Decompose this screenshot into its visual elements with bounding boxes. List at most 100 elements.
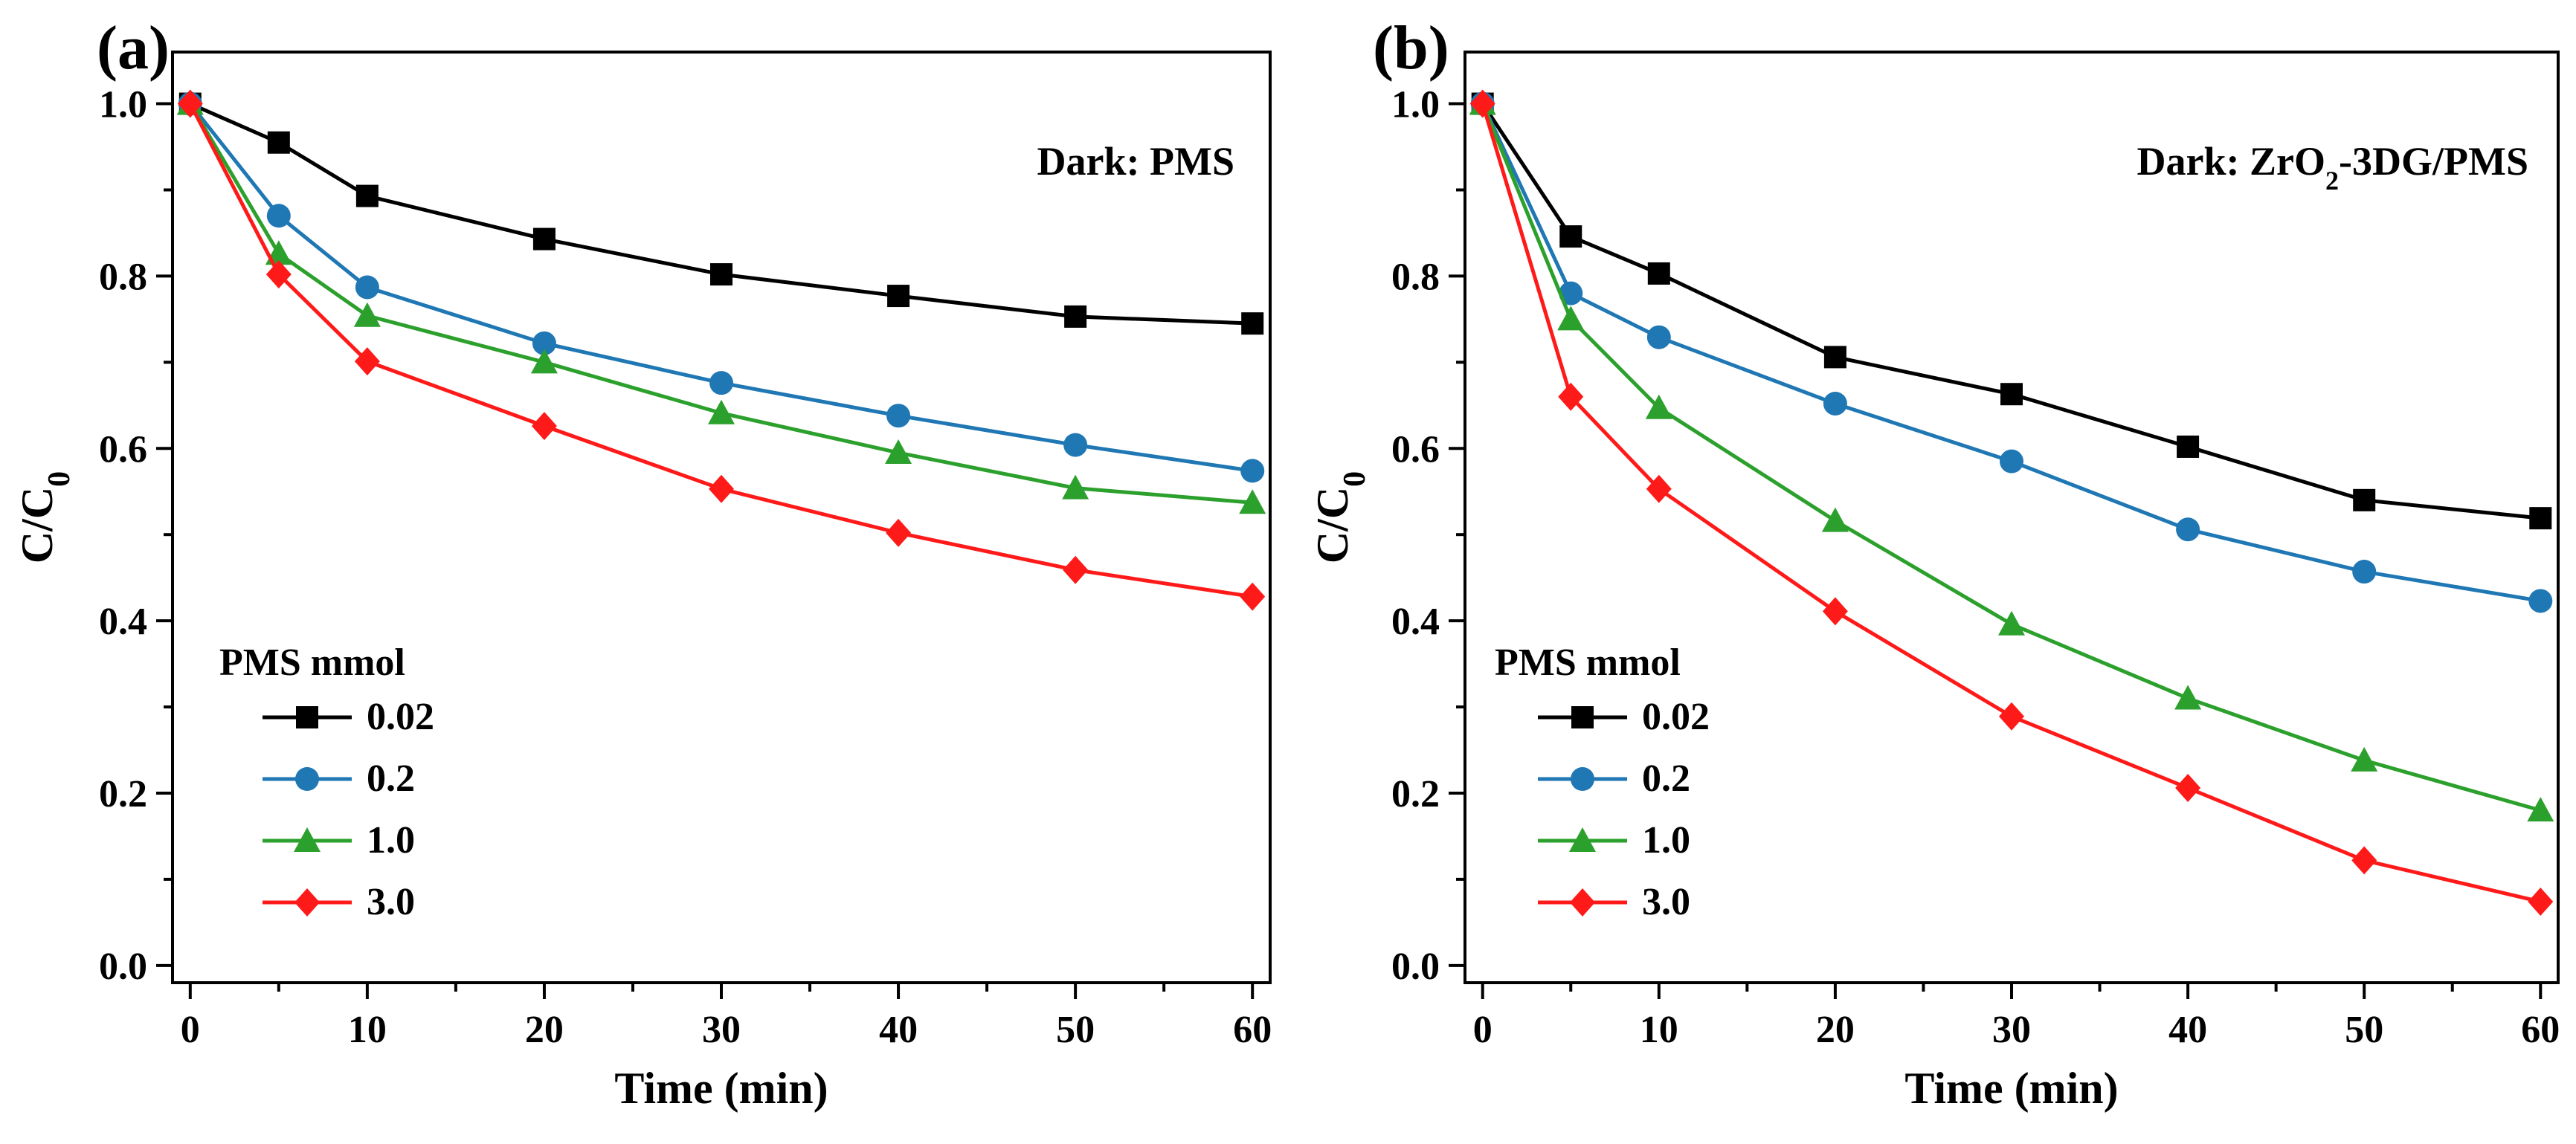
data-point (1559, 225, 1582, 248)
legend-marker (1571, 706, 1594, 728)
data-point (1239, 489, 1266, 514)
data-point (1063, 555, 1089, 584)
data-point (1646, 325, 1671, 349)
data-point (886, 518, 912, 547)
series-line (188, 103, 1253, 473)
y-axis-title: C/C0 (13, 471, 77, 563)
x-axis-title: Time (min) (614, 1064, 828, 1113)
data-point (2353, 488, 2376, 511)
data-point (2352, 560, 2377, 584)
series-3.0 (1469, 89, 2554, 917)
x-tick-label: 50 (2345, 1009, 2383, 1051)
data-point (1469, 89, 1495, 118)
data-point (1558, 382, 1584, 411)
y-tick-label: 0.6 (99, 428, 147, 471)
x-tick-label: 30 (702, 1009, 741, 1051)
data-point (267, 131, 290, 154)
data-point (709, 474, 734, 503)
legend-label: 1.0 (367, 819, 415, 862)
legend-label: 3.0 (367, 881, 415, 923)
panel-annotation: Dark: PMS (1037, 139, 1234, 184)
data-point (1240, 582, 1266, 611)
series-3.0 (177, 89, 1266, 611)
series-1.0 (1469, 90, 2554, 822)
data-point (1823, 391, 1847, 416)
chart-panel-b: (b) 0 10 20 30 40 50 60 0.0 0.2 0.4 0.6 0.8 1.0 Time (… (1308, 13, 2560, 1113)
legend-title: PMS mmol (219, 642, 405, 684)
series-line (1481, 103, 2541, 812)
legend-marker (1570, 888, 1595, 917)
legend-label: 1.0 (1642, 819, 1690, 862)
panel-label: (a) (97, 13, 170, 83)
series-line (188, 103, 1253, 599)
data-point (1064, 305, 1087, 328)
data-point (2528, 589, 2553, 613)
y-tick-label: 0.8 (1391, 256, 1440, 298)
legend-marker (1571, 767, 1594, 791)
legend: PMS mmol 0.02 0.2 1.0 3.0 (219, 642, 434, 923)
data-point (709, 371, 733, 395)
y-tick-label: 0.4 (1391, 601, 1440, 643)
data-point (2177, 435, 2200, 458)
data-point (265, 260, 292, 289)
data-point (1559, 281, 1583, 306)
data-point (2000, 449, 2023, 474)
legend-marker (1569, 827, 1596, 852)
data-point (532, 227, 556, 251)
x-tick-label: 10 (348, 1009, 387, 1051)
legend-label: 0.02 (1642, 696, 1710, 738)
chart-panel-a: (a) 0 10 20 30 40 50 60 0.0 0.2 0.4 0.6 0.8 1.0 Time (… (13, 13, 1272, 1113)
x-tick-label: 10 (1640, 1009, 1678, 1051)
data-point (1823, 346, 1846, 369)
data-point (2175, 774, 2201, 803)
y-tick-label: 0.0 (1391, 946, 1440, 988)
data-point (1645, 394, 1672, 419)
data-point (266, 204, 291, 228)
plot-frame (171, 51, 1272, 984)
data-point (2529, 507, 2552, 530)
x-tick-label: 40 (2168, 1009, 2207, 1051)
data-point (1063, 433, 1088, 457)
y-tick-label: 0.2 (1391, 773, 1440, 815)
x-tick-label: 0 (1473, 1009, 1493, 1051)
y-tick-label: 1.0 (99, 84, 147, 126)
legend-marker (294, 827, 321, 852)
data-point (2351, 846, 2377, 875)
data-point (2176, 517, 2200, 542)
data-point (1241, 312, 1264, 335)
legend-title: PMS mmol (1495, 642, 1681, 684)
y-tick-label: 0.6 (1391, 428, 1440, 471)
series-line (1481, 103, 2541, 904)
data-point (1646, 474, 1672, 503)
data-point (1647, 262, 1670, 285)
plot-frame (1464, 51, 2560, 984)
x-tick-label: 60 (1233, 1009, 1272, 1051)
data-point (354, 347, 380, 376)
x-tick-label: 20 (1816, 1009, 1855, 1051)
series-line (189, 102, 1253, 326)
legend-marker (296, 706, 318, 728)
x-axis-title: Time (min) (1904, 1064, 2118, 1113)
x-tick-label: 60 (2521, 1009, 2560, 1051)
legend-label: 0.2 (1642, 757, 1690, 800)
y-tick-label: 0.8 (99, 256, 147, 298)
data-point (2000, 383, 2023, 406)
legend: PMS mmol 0.02 0.2 1.0 3.0 (1495, 642, 1710, 923)
series-line (1481, 103, 2541, 520)
data-point (2351, 746, 2378, 772)
y-tick-label: 0.2 (99, 773, 147, 815)
data-point (710, 263, 732, 286)
y-tick-label: 0.4 (99, 601, 147, 643)
y-axis-title: C/C0 (1308, 471, 1372, 563)
x-tick-label: 0 (181, 1009, 200, 1051)
legend-marker (295, 767, 319, 791)
series-0.02 (178, 92, 1264, 335)
data-point (353, 302, 381, 327)
data-point (531, 412, 557, 441)
data-point (2174, 685, 2202, 710)
data-point (1557, 306, 1585, 331)
data-point (708, 399, 735, 424)
legend-label: 0.2 (367, 757, 415, 800)
data-point (885, 439, 912, 465)
